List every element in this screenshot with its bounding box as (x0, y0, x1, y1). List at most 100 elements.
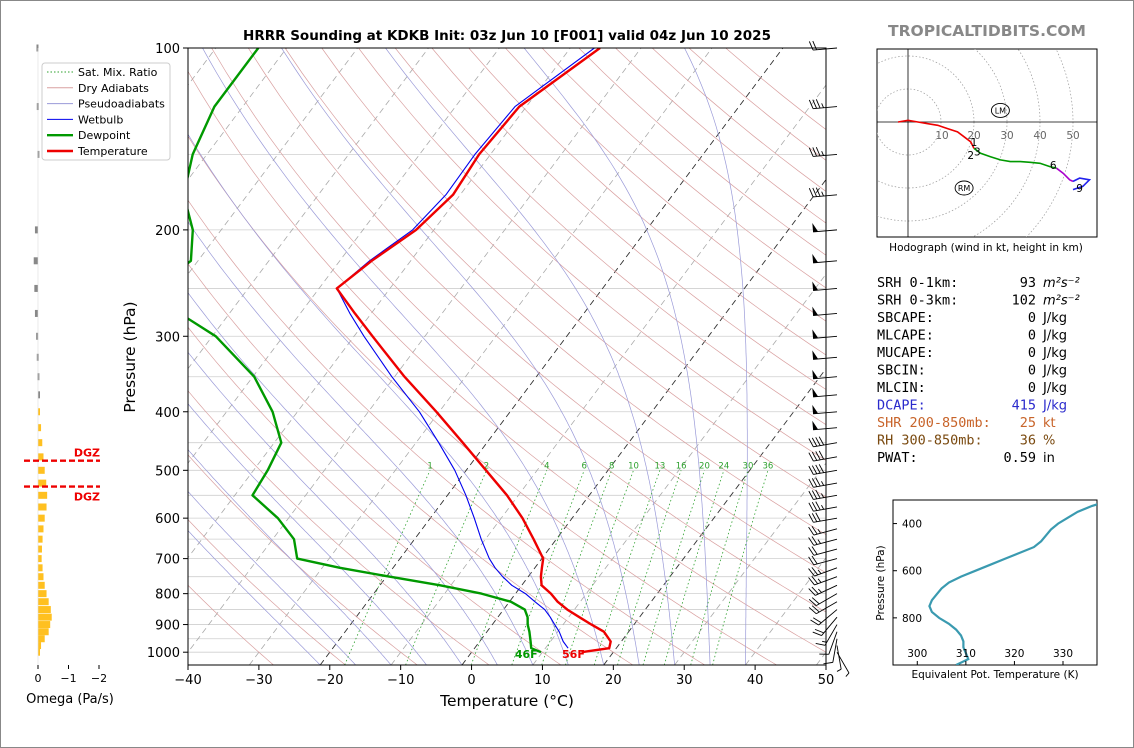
wind-barb-full (808, 547, 815, 556)
wind-barb-full (808, 478, 814, 488)
hodograph-height-label: 2 (967, 150, 974, 162)
omega-bar (38, 573, 44, 581)
wind-barb-full (808, 537, 815, 546)
wind-barb (810, 609, 838, 626)
omega-bar (38, 424, 42, 432)
wind-barb-full (811, 451, 818, 461)
omega-bar (38, 453, 44, 461)
wind-barb (808, 526, 838, 536)
theta-e-y-tick-label: 800 (902, 613, 922, 625)
y-tick-label: 600 (155, 512, 180, 527)
hodograph-segment (1056, 167, 1074, 183)
mixing-ratio-label: 13 (654, 461, 665, 471)
chart-title: HRRR Sounding at KDKB Init: 03z Jun 10 [… (243, 28, 771, 44)
wind-barb-full (812, 40, 817, 50)
wind-barb-shaft (813, 469, 838, 475)
isotherm-line (188, 48, 500, 464)
mixing-ratio-line (642, 470, 705, 665)
wind-barb-half (821, 481, 825, 486)
omega-bar (38, 628, 49, 636)
y-tick-label: 900 (155, 619, 180, 634)
omega-bar (33, 257, 38, 265)
wind-barb-shaft (813, 558, 838, 566)
surface-dewpoint-label: 46F (515, 648, 538, 661)
x-tick-label: 0 (467, 673, 475, 688)
hodograph-segment (897, 119, 975, 149)
wind-barb-full (818, 436, 825, 446)
storm-motion-marker (990, 102, 1010, 118)
wind-barb (815, 624, 838, 646)
dewpoint-line (188, 48, 542, 654)
dry-adiabat-line (321, 48, 826, 498)
omega-bar (38, 635, 45, 643)
wind-barb-full (811, 536, 818, 545)
dry-adiabat-line (188, 326, 562, 665)
hodograph-ring-label: 10 (935, 130, 948, 142)
y-tick-label: 800 (155, 588, 180, 603)
wind-barb-flag (812, 420, 819, 430)
wind-barb-full (815, 464, 821, 474)
wind-barb-full (808, 588, 816, 596)
dgz-label: DGZ (74, 491, 100, 504)
theta-e-line (928, 503, 1097, 665)
wind-barb-full (812, 617, 822, 624)
dgz-label: DGZ (74, 447, 100, 460)
mixing-ratio-line (593, 470, 661, 665)
stat-label-mlcape: MLCAPE: (877, 328, 934, 344)
hodograph-caption: Hodograph (wind in kt, height in km) (889, 242, 1083, 254)
wind-barb-full (815, 642, 826, 646)
temperature-line (335, 48, 612, 654)
wind-barb-shaft (813, 287, 838, 291)
wind-barb (812, 350, 838, 360)
wind-barb (808, 436, 838, 448)
omega-bar (38, 648, 40, 656)
wind-barb-flag (812, 281, 819, 291)
mixing-ratio-label: 6 (582, 461, 587, 471)
wind-barb-full (812, 147, 817, 157)
dry-adiabat-line (248, 48, 826, 574)
wind-barb-shaft (818, 609, 838, 626)
omega-bar (38, 525, 44, 533)
omega-bar (38, 581, 45, 589)
pseudoadiabat-line (188, 221, 534, 665)
pseudoadiabat-line (188, 449, 392, 665)
wind-barb-full (808, 556, 815, 566)
wind-barb (812, 369, 838, 380)
wind-barb-shaft (813, 494, 838, 500)
wind-barb (836, 645, 842, 672)
wind-barb-full (815, 146, 821, 157)
dry-adiabat-line (188, 519, 346, 665)
stat-unit-srh3: m²s⁻² (1043, 294, 1080, 309)
hodograph-ring-label: 20 (967, 130, 980, 142)
wind-barb-full (818, 464, 825, 473)
x-axis-label: Temperature (°C) (439, 692, 574, 710)
omega-bar (38, 466, 45, 474)
dry-adiabat-line (394, 48, 826, 426)
theta-e-panel: 300 310 320 330 400 600 800 (892, 499, 1098, 666)
wind-barb (808, 187, 838, 198)
omega-bar (37, 373, 40, 381)
wind-barb-full (812, 631, 822, 636)
stat-label-pwat: PWAT: (877, 450, 918, 466)
wind-barb-full (811, 478, 818, 487)
omega-bar (38, 598, 49, 606)
wind-barb-full (811, 526, 818, 535)
wind-barb-flag (812, 350, 819, 360)
mixing-ratio-line (344, 470, 431, 665)
wind-barb-full (811, 465, 818, 475)
stat-label-srh1: SRH 0-1km: (877, 275, 958, 291)
stat-value-srh3: 102 (1012, 293, 1036, 309)
stat-label-sbcin: SBCIN: (877, 363, 926, 379)
storm-motion-label: LM (995, 106, 1006, 115)
isotherm-line (248, 48, 713, 665)
omega-x-tick-label: −1 (60, 672, 76, 685)
skewt-plot: 1 2 4 6 8 10 13 16 20 24 30 36 46F 56F −40 −30 −20 −10 0… (147, 42, 834, 688)
wind-barb (812, 387, 838, 398)
stat-unit-shr: kt (1043, 416, 1056, 431)
isotherm-line (188, 48, 571, 559)
omega-panel: DGZ DGZ 0 −1 −2 (24, 44, 107, 685)
legend-entry-label: Sat. Mix. Ratio (78, 66, 158, 79)
omega-bar (34, 284, 38, 292)
theta-e-y-tick-label: 400 (902, 519, 922, 531)
wind-barb-shaft (828, 631, 838, 655)
